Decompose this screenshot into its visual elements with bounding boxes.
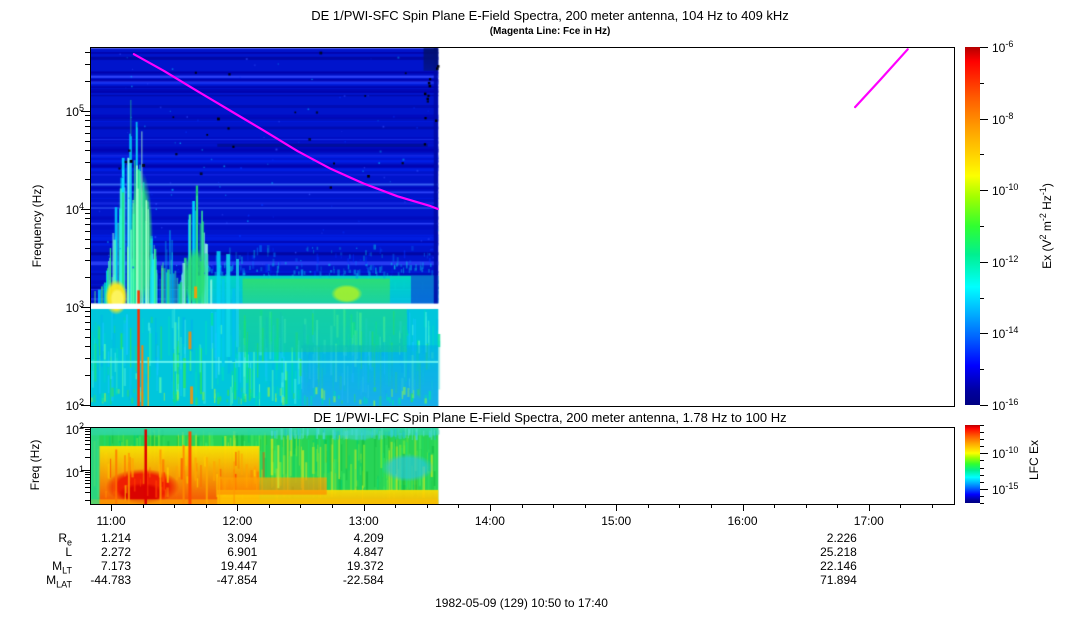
ephemeris-row-label: Re: [58, 531, 72, 548]
ephemeris-value: 6.901: [227, 545, 258, 559]
ephemeris-value: 22.146: [820, 559, 857, 573]
ephemeris-value: 2.272: [101, 545, 132, 559]
ephemeris-row-label: MLT: [52, 559, 72, 576]
sfc-spectrogram-panel: [90, 47, 955, 407]
ephemeris-value: 2.226: [826, 531, 857, 545]
ephemeris-value: 25.218: [820, 545, 857, 559]
lfc-spectrogram-canvas: [91, 428, 954, 504]
ephemeris-value: 7.173: [101, 559, 132, 573]
ephemeris-value: 19.372: [346, 559, 384, 573]
fce-line-legend: (Magenta Line: Fce in Hz): [489, 26, 611, 37]
ephemeris-value: 3.094: [227, 531, 258, 545]
sfc-panel-title: DE 1/PWI-SFC Spin Plane E-Field Spectra,…: [311, 8, 789, 23]
time-range-footer: 1982-05-09 (129) 10:50 to 17:40: [435, 596, 608, 610]
ephemeris-value: -44.783: [90, 573, 132, 587]
sfc-colorbar: [965, 47, 980, 405]
ephemeris-value: 4.209: [353, 531, 384, 545]
ephemeris-value: 4.847: [353, 545, 384, 559]
ephemeris-row-label: L: [65, 545, 72, 559]
ephemeris-value: 71.894: [820, 573, 857, 587]
ephemeris-value: -47.854: [216, 573, 258, 587]
lfc-spectrogram-panel: [90, 427, 955, 505]
ephemeris-value: 1.214: [101, 531, 132, 545]
ephemeris-value: -22.584: [342, 573, 384, 587]
ephemeris-value: 19.447: [220, 559, 258, 573]
lfc-colorbar: [965, 425, 980, 503]
ephemeris-row-label: MLAT: [46, 573, 72, 590]
lfc-panel-title: DE 1/PWI-LFC Spin Plane E-Field Spectra,…: [313, 410, 787, 425]
